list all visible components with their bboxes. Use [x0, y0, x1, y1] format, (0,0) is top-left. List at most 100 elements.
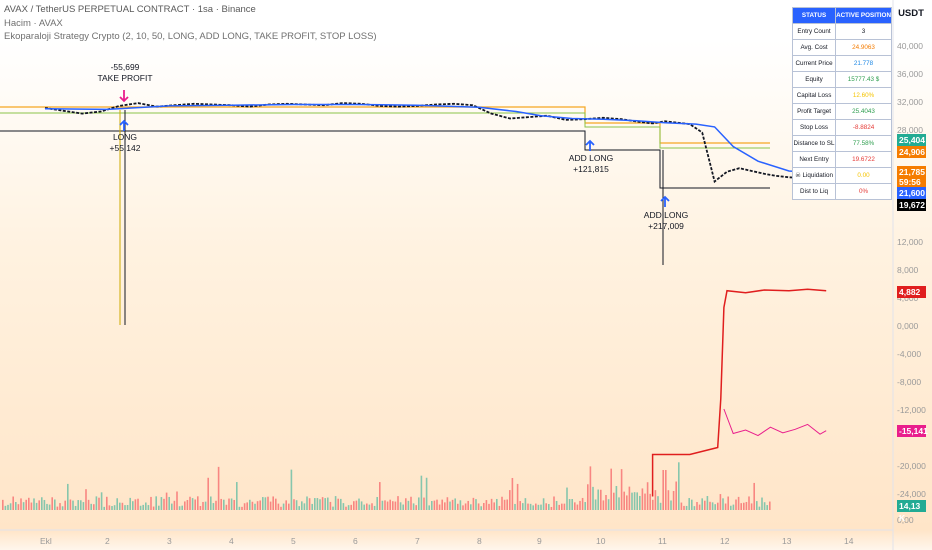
currency-label[interactable]: USDT — [898, 8, 924, 19]
y-tick: 0,00 — [897, 515, 914, 525]
volume-bar — [613, 492, 615, 510]
add-long-2-label: ADD LONG — [643, 210, 689, 220]
volume-bar — [584, 502, 586, 510]
volume-bar — [459, 500, 462, 510]
volume-bar — [191, 498, 194, 510]
volume-bar — [488, 503, 490, 510]
volume-bar — [126, 504, 129, 510]
volume-bar — [550, 506, 553, 510]
volume-bar — [207, 477, 209, 510]
volume-bar — [420, 475, 423, 510]
volume-bar — [646, 482, 649, 510]
volume-bar — [33, 498, 35, 510]
volume-bar — [644, 493, 646, 510]
avg-cost-line — [0, 130, 770, 189]
volume-bar — [462, 505, 464, 510]
price-label-volume: 14,13 K — [897, 500, 926, 523]
take-profit-level-line — [0, 106, 770, 144]
volume-bar — [160, 497, 163, 510]
volume-bar — [371, 503, 373, 510]
volume-bar — [623, 491, 625, 510]
volume-bar — [319, 499, 321, 510]
volume-bar — [87, 499, 90, 510]
status-header: STATUS — [791, 7, 837, 24]
volume-bar — [225, 504, 228, 510]
volume-bar — [602, 500, 605, 510]
volume-bar — [724, 503, 727, 510]
volume-bar — [108, 505, 111, 510]
volume-bar — [77, 500, 79, 510]
volume-bar — [561, 503, 563, 510]
row-label: Profit Target — [791, 103, 837, 120]
price-label-drawdown: -15,141 — [897, 425, 928, 437]
volume-bar — [277, 503, 280, 510]
volume-bar — [540, 504, 542, 510]
volume-bar — [228, 498, 230, 510]
volume-bar — [399, 502, 402, 510]
volume-bar — [165, 492, 168, 510]
row-label: Capital Loss — [791, 87, 837, 104]
volume-bar — [340, 498, 342, 510]
volume-bar — [542, 498, 545, 510]
volume-bar — [529, 503, 532, 510]
volume-bar — [483, 502, 485, 510]
volume-bar — [285, 500, 287, 510]
volume-bar — [129, 497, 131, 510]
volume-bar — [397, 496, 399, 510]
volume-bar — [124, 505, 126, 510]
volume-bar — [597, 489, 599, 510]
volume-bar — [693, 506, 696, 510]
series-line-ma — [44, 103, 827, 175]
row-value: -8.8824 — [835, 119, 892, 136]
row-value: 77.58% — [835, 135, 892, 152]
volume-bar — [150, 496, 152, 510]
status-table: STATUS ACTIVE POSITION Entry Count 3 Avg.… — [791, 7, 892, 200]
y-tick: 36,000 — [897, 69, 923, 79]
row-value: 15777.43 $ — [835, 71, 892, 88]
volume-bar — [353, 501, 355, 510]
x-tick: 12 — [720, 536, 730, 546]
volume-bar — [451, 499, 454, 510]
volume-bar — [412, 503, 415, 510]
volume-bar — [243, 503, 246, 510]
volume-bar — [376, 497, 378, 510]
volume-bar — [628, 486, 631, 510]
volume-bar — [25, 499, 27, 510]
volume-bar — [316, 498, 319, 510]
volume-bar — [17, 504, 20, 510]
volume-bar — [477, 503, 480, 510]
volume-bar — [706, 496, 709, 510]
volume-bar — [202, 501, 204, 510]
volume-bar — [696, 501, 698, 510]
x-tick: 3 — [167, 536, 172, 546]
volume-bar — [41, 497, 43, 510]
volume-bar — [571, 499, 573, 510]
volume-bar — [238, 506, 241, 510]
volume-bar — [626, 495, 628, 510]
volume-bar — [282, 503, 285, 510]
volume-bar — [142, 504, 144, 510]
volume-bar — [93, 504, 95, 510]
volume-bar — [737, 496, 740, 510]
volume-bar — [732, 504, 735, 510]
volume-bar — [579, 500, 581, 510]
long-entry-arrow-icon — [119, 119, 129, 131]
volume-bar — [607, 499, 610, 510]
volume-bar — [527, 503, 529, 510]
volume-bar — [438, 504, 441, 510]
volume-bar — [402, 504, 404, 510]
volume-bar — [428, 505, 430, 510]
volume-bar — [212, 503, 215, 510]
row-label: Dist to Liq — [791, 183, 837, 200]
volume-bar — [223, 499, 225, 510]
volume-bar — [332, 506, 334, 510]
volume-bar — [355, 500, 358, 510]
volume-bar — [678, 462, 680, 510]
volume-bar — [698, 504, 701, 510]
volume-bar — [308, 498, 311, 510]
x-tick: 7 — [415, 536, 420, 546]
add-long-2-value: +217,009 — [648, 221, 684, 231]
row-value: 24.9063 — [835, 39, 892, 56]
